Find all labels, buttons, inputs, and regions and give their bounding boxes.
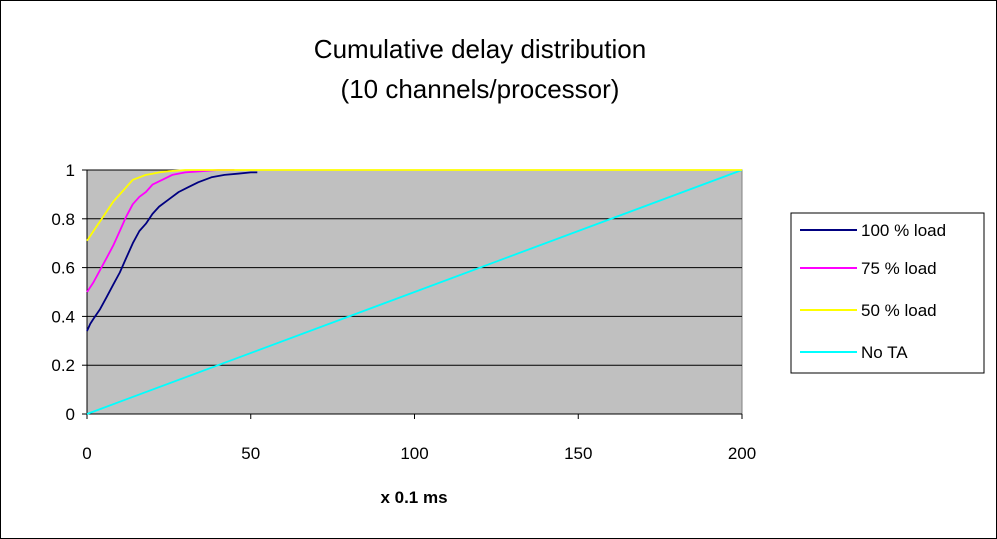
x-tick-label-3: 150 (564, 444, 592, 463)
axes: 0 0.2 0.4 0.6 0.8 1 0 50 100 150 200 (51, 161, 756, 463)
legend-box (790, 212, 985, 374)
series-line-no-ta (86, 169, 743, 415)
x-tick-label-0: 0 (82, 444, 91, 463)
legend-label-100-load: 100 % load (861, 221, 946, 240)
legend-label-75-load: 75 % load (861, 259, 937, 278)
y-tick-label-2: 0.4 (51, 307, 75, 326)
x-tick-label-4: 200 (728, 444, 756, 463)
y-tick-label-1: 0.2 (51, 356, 75, 375)
chart-subtitle: (10 channels/processor) (340, 74, 620, 104)
x-axis-title: x 0.1 ms (380, 488, 447, 507)
series-lines (86, 169, 743, 415)
legend-label-50-load: 50 % load (861, 301, 937, 320)
y-tick-label-4: 0.8 (51, 210, 75, 229)
legend-label-no-ta: No TA (861, 343, 908, 362)
y-tick-label-3: 0.6 (51, 259, 75, 278)
legend: 100 % load 75 % load 50 % load No TA (790, 212, 985, 374)
y-tick-label-0: 0 (66, 405, 75, 424)
chart-title: Cumulative delay distribution (313, 34, 647, 64)
y-tick-label-5: 1 (66, 161, 75, 180)
x-tick-label-1: 50 (241, 444, 260, 463)
series-line-100-load (86, 171, 258, 332)
series-line-75-load (86, 169, 235, 293)
series-line-50-load (86, 169, 742, 242)
x-tick-label-2: 100 (400, 444, 428, 463)
